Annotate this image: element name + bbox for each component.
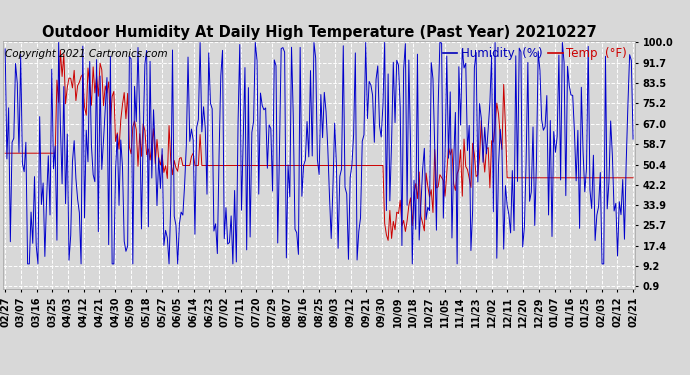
Text: Copyright 2021 Cartronics.com: Copyright 2021 Cartronics.com — [5, 49, 168, 58]
Title: Outdoor Humidity At Daily High Temperature (Past Year) 20210227: Outdoor Humidity At Daily High Temperatu… — [42, 25, 596, 40]
Legend: Humidity  (%), Temp  (°F): Humidity (%), Temp (°F) — [439, 42, 631, 65]
